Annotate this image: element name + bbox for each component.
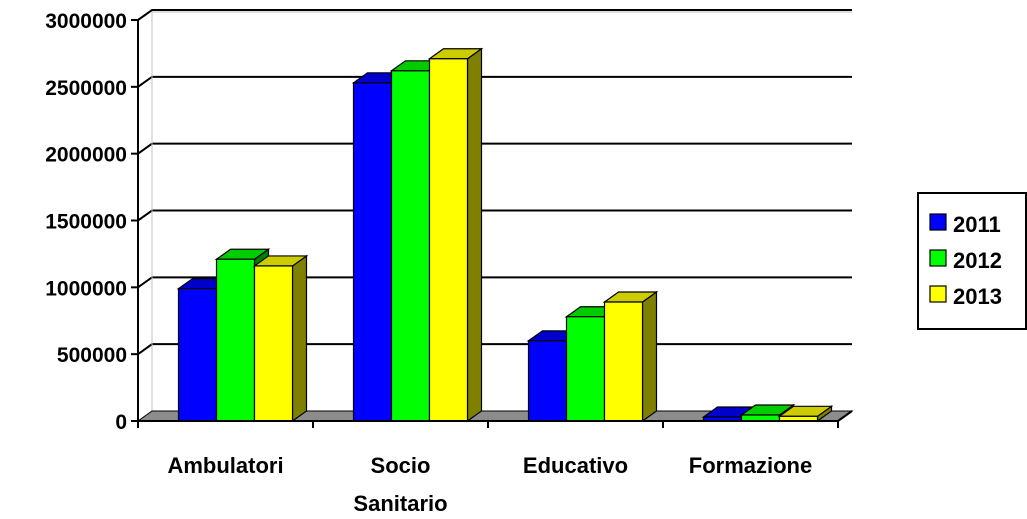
y-tick-label: 0 xyxy=(115,411,127,434)
x-tick-label: Formazione xyxy=(689,453,812,478)
legend-label: 2013 xyxy=(953,284,1002,309)
y-tick-label: 3000000 xyxy=(45,10,127,33)
gridline xyxy=(137,75,852,88)
x-axis-depth xyxy=(837,410,853,422)
bar-2013-1 xyxy=(427,47,484,423)
bar-front xyxy=(428,58,469,422)
bars xyxy=(176,47,834,423)
bar-side xyxy=(466,47,483,423)
legend: 2011 2012 2013 xyxy=(917,192,1027,330)
y-tick-label: 1500000 xyxy=(45,211,127,234)
legend-swatch xyxy=(929,285,947,303)
bar-front xyxy=(177,288,218,422)
gridline xyxy=(137,9,852,21)
bar-front xyxy=(215,258,256,422)
legend-swatch xyxy=(929,249,947,267)
legend-label: 2012 xyxy=(953,248,1002,273)
bar-side xyxy=(291,254,308,423)
x-tick-label: Socio Sanitario xyxy=(353,453,447,516)
bar-front xyxy=(565,316,606,422)
y-tick-label: 2000000 xyxy=(45,144,127,167)
bar-2013-2 xyxy=(602,290,659,423)
bar-front xyxy=(603,301,644,422)
bar-front xyxy=(253,265,294,422)
bar-side xyxy=(641,290,658,423)
gridline xyxy=(137,209,852,222)
gridline xyxy=(137,142,852,155)
bar-2013-3 xyxy=(777,405,834,423)
y-tick-label: 500000 xyxy=(57,344,127,367)
bar-front xyxy=(352,82,393,422)
x-tick-label: Educativo xyxy=(523,453,628,478)
bar-front xyxy=(390,70,431,422)
legend-label: 2011 xyxy=(953,212,1001,237)
y-tick-label: 2500000 xyxy=(45,77,127,100)
bar-front xyxy=(527,340,568,422)
back-wall xyxy=(151,11,852,411)
legend-swatch xyxy=(929,213,947,231)
axes: 0 500000 1000000 1500000 2000000 2500000 30000… xyxy=(45,10,853,516)
bar-2013-0 xyxy=(252,254,309,423)
y-tick-label: 1000000 xyxy=(45,277,127,300)
x-tick-label: Ambulatori xyxy=(167,453,283,478)
